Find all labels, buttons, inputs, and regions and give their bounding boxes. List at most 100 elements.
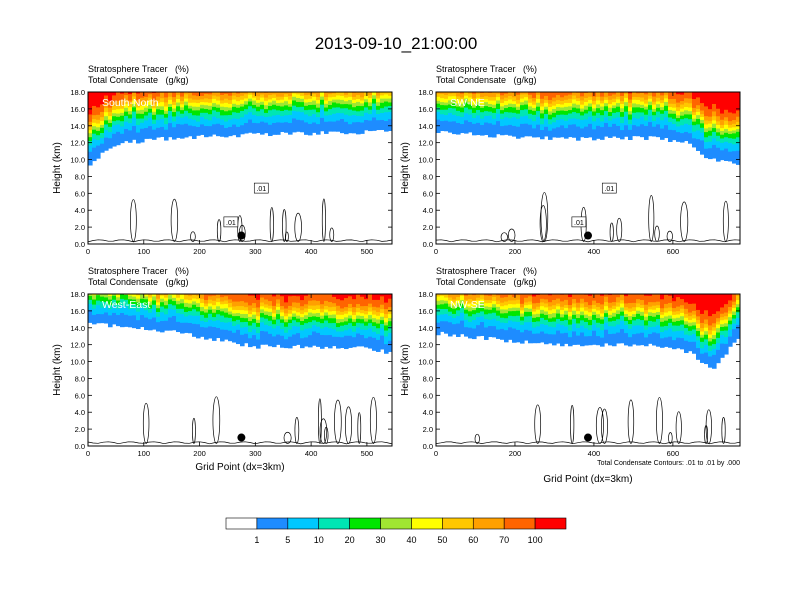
field-cell <box>612 123 617 137</box>
field-cell <box>564 307 569 311</box>
field-cell <box>696 294 701 310</box>
contour-loop <box>601 408 608 444</box>
field-cell <box>260 97 265 102</box>
contour-loop <box>294 212 302 242</box>
field-cell <box>244 100 249 105</box>
field-cell <box>732 323 737 330</box>
field-cell <box>484 299 489 304</box>
field-cell <box>584 92 589 94</box>
field-cell <box>708 120 713 124</box>
field-cell <box>488 306 493 310</box>
field-cell <box>584 113 589 120</box>
field-cell <box>188 310 193 316</box>
y-tick-label: 16.0 <box>70 105 85 114</box>
field-cell <box>520 324 525 333</box>
field-cell <box>580 332 585 347</box>
field-cell <box>368 319 373 324</box>
field-cell <box>228 317 233 323</box>
field-cell <box>224 127 229 138</box>
field-cell <box>100 116 105 121</box>
field-cell <box>608 314 613 318</box>
field-cell <box>636 111 641 119</box>
field-cell <box>680 312 685 317</box>
field-cell <box>736 92 740 111</box>
field-cell <box>372 117 377 131</box>
field-cell <box>592 300 597 305</box>
field-cell <box>440 303 445 310</box>
field-cell <box>136 294 141 296</box>
plot-frame <box>435 293 741 447</box>
field-cell <box>268 320 273 327</box>
field-cell <box>552 317 557 322</box>
field-cell <box>528 321 533 331</box>
field-cell <box>500 99 505 103</box>
field-cell <box>236 301 241 307</box>
field-cell <box>508 95 513 100</box>
field-cell <box>468 108 473 115</box>
field-cell <box>556 119 561 128</box>
field-cell <box>336 106 341 113</box>
field-cell <box>604 122 609 137</box>
field-cell <box>648 92 653 96</box>
field-cell <box>488 313 493 320</box>
field-cell <box>556 303 561 307</box>
field-cell <box>264 314 269 319</box>
field-cell <box>732 304 737 308</box>
field-cell <box>356 303 361 308</box>
field-cell <box>524 307 529 312</box>
field-cell <box>228 314 233 318</box>
field-cell <box>484 306 489 310</box>
field-cell <box>356 315 361 319</box>
field-cell <box>548 317 553 322</box>
field-cell <box>724 312 729 317</box>
field-cell <box>724 303 729 313</box>
field-cell <box>264 108 269 113</box>
field-cell <box>360 305 365 311</box>
field-cell <box>660 314 665 318</box>
field-cell <box>544 311 549 315</box>
field-cell <box>440 314 445 322</box>
field-cell <box>316 123 321 135</box>
field-cell <box>108 299 113 305</box>
field-cell <box>588 106 593 112</box>
field-cell <box>476 93 481 98</box>
field-cell <box>140 122 145 129</box>
y-tick-label: 4.0 <box>75 206 85 215</box>
field-cell <box>492 124 497 138</box>
field-cell <box>704 128 709 133</box>
field-cell <box>324 326 329 336</box>
field-cell <box>160 101 165 107</box>
field-cell <box>272 295 277 306</box>
field-cell <box>712 131 717 139</box>
field-cell <box>336 305 341 311</box>
field-cell <box>180 96 185 101</box>
field-cell <box>136 107 141 111</box>
field-cell <box>488 106 493 112</box>
field-cell <box>556 106 561 111</box>
field-cell <box>672 129 677 141</box>
field-cell <box>576 313 581 319</box>
field-cell <box>180 302 185 309</box>
field-cell <box>468 321 473 328</box>
field-cell <box>240 95 245 100</box>
field-cell <box>380 294 385 297</box>
field-cell <box>484 313 489 320</box>
field-cell <box>548 130 553 140</box>
field-cell <box>524 108 529 116</box>
field-cell <box>536 320 541 327</box>
field-cell <box>684 327 689 335</box>
field-cell <box>516 113 521 119</box>
field-cell <box>728 130 733 135</box>
field-cell <box>124 314 129 327</box>
field-cell <box>596 322 601 328</box>
field-cell <box>732 328 737 343</box>
field-cell <box>632 117 637 126</box>
field-cell <box>668 129 673 142</box>
field-cell <box>96 106 101 115</box>
field-cell <box>668 121 673 130</box>
field-cell <box>456 302 461 307</box>
field-cell <box>92 122 97 127</box>
field-cell <box>180 117 185 125</box>
field-cell <box>184 316 189 323</box>
field-cell <box>672 110 677 114</box>
